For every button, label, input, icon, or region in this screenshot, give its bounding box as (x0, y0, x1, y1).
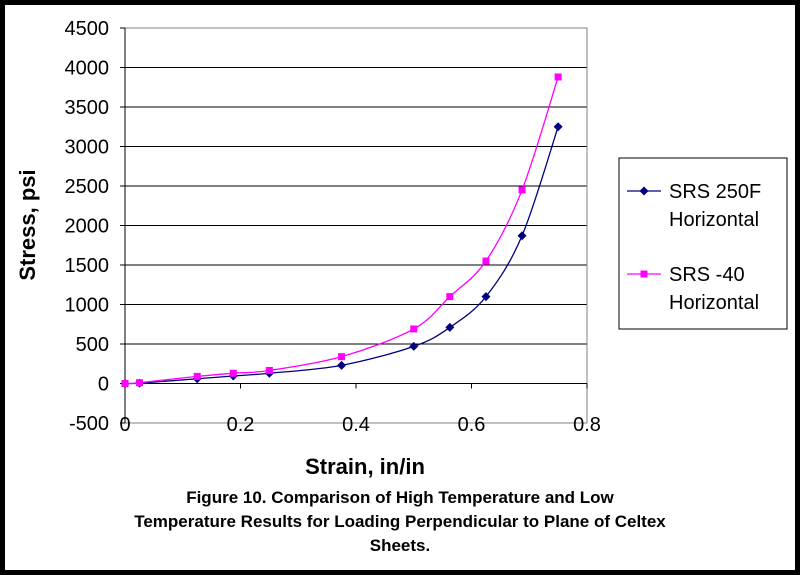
data-point (409, 341, 419, 351)
legend-marker (639, 186, 649, 196)
legend-label: Horizontal (669, 292, 759, 314)
x-tick-label: 0.4 (342, 414, 370, 436)
y-tick-label: 0 (98, 374, 109, 396)
caption-line: Figure 10. Comparison of High Temperatur… (186, 488, 614, 507)
y-tick-label: 1500 (65, 255, 110, 277)
legend-box (618, 157, 788, 330)
caption-line: Sheets. (369, 536, 431, 555)
data-point (193, 372, 201, 380)
caption-line: Temperature Results for Loading Perpendi… (134, 512, 666, 531)
y-tick-label: -500 (69, 413, 109, 435)
data-point (554, 73, 562, 81)
data-point (135, 379, 143, 387)
x-tick-label: 0.8 (573, 414, 601, 436)
series-0 (120, 122, 563, 388)
data-point (446, 293, 454, 301)
data-point (337, 360, 347, 370)
y-tick-label: 1000 (65, 295, 110, 317)
x-tick-label: 0.2 (227, 414, 255, 436)
y-tick-label: 4000 (65, 58, 110, 80)
x-tick-label: 0 (119, 414, 130, 436)
y-tick-label: 2500 (65, 176, 110, 198)
y-tick-label: 3000 (65, 137, 110, 159)
data-point (518, 186, 526, 194)
legend-label: SRS -40 (669, 264, 745, 286)
y-axis-title: Stress, psi (15, 169, 40, 280)
x-axis-title: Strain, in/in (305, 454, 425, 479)
data-point (121, 380, 129, 387)
series-line (124, 126, 559, 385)
legend-marker (640, 270, 648, 278)
x-tick-label: 0.6 (458, 414, 486, 436)
data-point (410, 325, 418, 333)
data-point (445, 322, 455, 332)
data-point (338, 353, 346, 361)
series-1 (121, 73, 562, 387)
y-tick-label: 2000 (65, 216, 110, 238)
data-point (553, 122, 563, 132)
stress-strain-chart: -500 0 500 1000 1500 2000 2500 3000 3500 4000 4500… (15, 18, 788, 479)
legend-label: SRS 250F (669, 181, 761, 203)
data-point (481, 292, 491, 302)
series-line (124, 76, 559, 385)
data-point (517, 231, 527, 241)
figure-caption: Figure 10. Comparison of High Temperatur… (5, 486, 795, 558)
data-point (265, 366, 273, 374)
y-tick-label: 500 (76, 334, 109, 356)
legend: SRS 250F Horizontal SRS -40 Horizontal (618, 157, 788, 330)
y-tick-label: 4500 (65, 18, 110, 40)
legend-label: Horizontal (669, 209, 759, 231)
y-tick-label: 3500 (65, 97, 110, 119)
data-point (482, 257, 490, 265)
legend-item: SRS 250F Horizontal (627, 181, 761, 231)
chart-frame: -500 0 500 1000 1500 2000 2500 3000 3500 4000 4500… (5, 5, 795, 570)
data-point (229, 369, 237, 377)
legend-item: SRS -40 Horizontal (627, 264, 759, 314)
